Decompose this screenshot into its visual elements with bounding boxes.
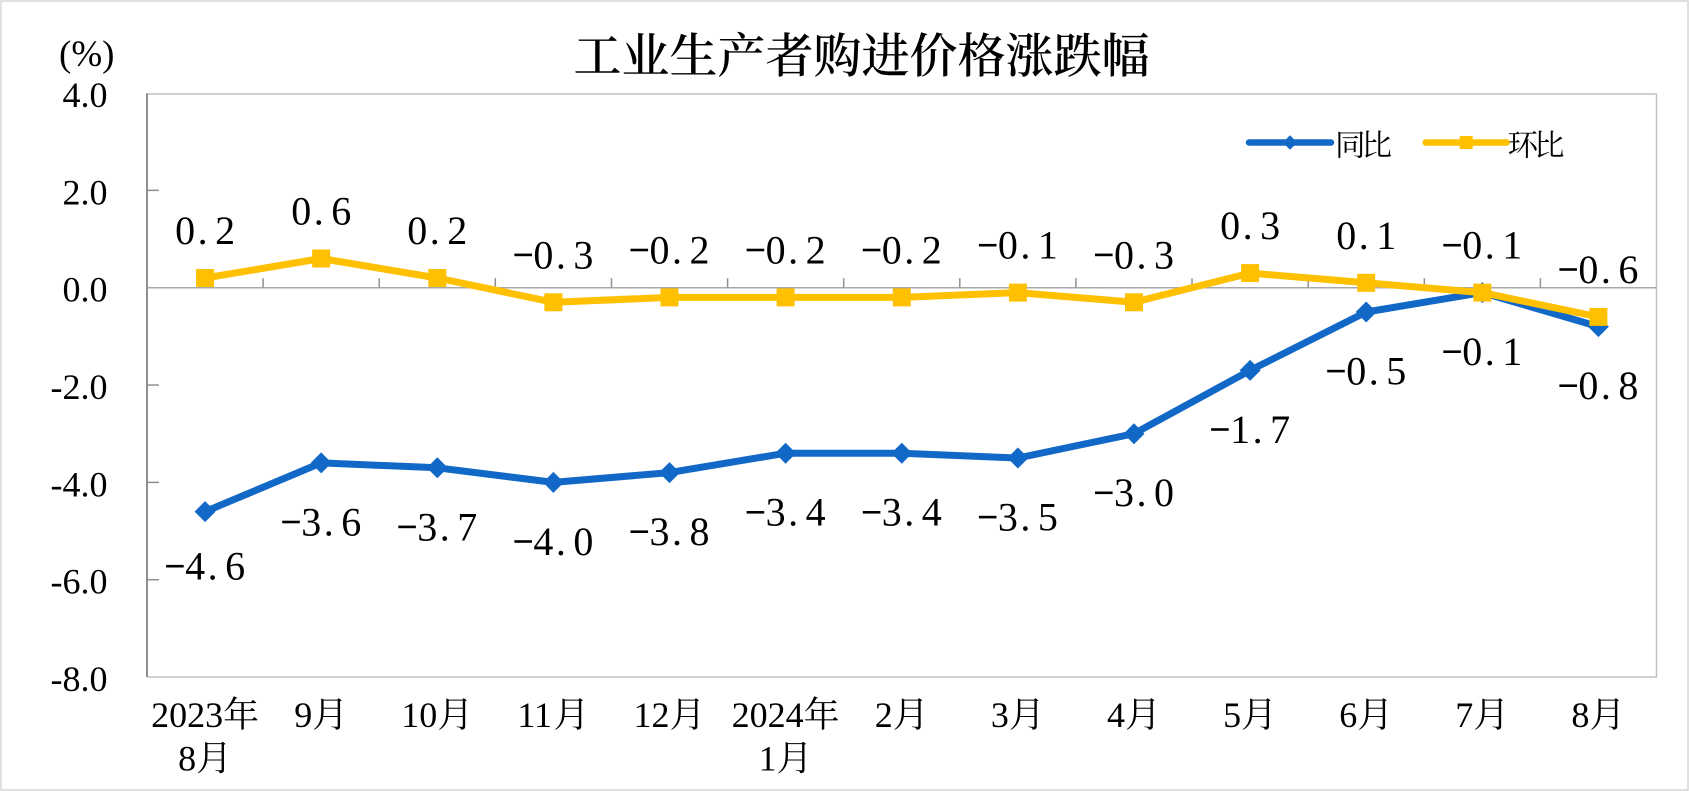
svg-text:0.2: 0.2 (650, 227, 710, 272)
svg-text:0.2: 0.2 (407, 208, 467, 253)
svg-text:0.5: 0.5 (1346, 349, 1406, 394)
svg-text:5: 5 (1223, 695, 1241, 735)
svg-text:0.3: 0.3 (1114, 232, 1174, 277)
svg-text:8: 8 (1571, 695, 1589, 735)
svg-text:0.3: 0.3 (533, 232, 593, 277)
svg-text:0.3: 0.3 (1220, 203, 1280, 248)
svg-text:4.0: 4.0 (63, 75, 108, 115)
svg-text:4.0: 4.0 (533, 519, 593, 564)
svg-text:4: 4 (1107, 695, 1125, 735)
svg-text:0.2: 0.2 (175, 208, 235, 253)
svg-text:3.5: 3.5 (998, 495, 1058, 540)
svg-text:-8.0: -8.0 (51, 659, 108, 699)
svg-text:0.0: 0.0 (63, 270, 108, 310)
svg-text:-2.0: -2.0 (51, 367, 108, 407)
svg-text:0.1: 0.1 (1462, 329, 1522, 374)
svg-text:0.8: 0.8 (1578, 363, 1638, 408)
svg-text:1: 1 (759, 739, 777, 779)
svg-text:3.4: 3.4 (766, 490, 826, 535)
svg-text:8: 8 (178, 739, 196, 779)
svg-text:2: 2 (875, 695, 893, 735)
svg-text:0.1: 0.1 (998, 223, 1058, 268)
svg-text:(%): (%) (59, 34, 114, 75)
svg-text:10: 10 (401, 695, 437, 735)
svg-text:4.6: 4.6 (185, 544, 245, 589)
svg-text:9: 9 (294, 695, 312, 735)
svg-text:3.7: 3.7 (417, 504, 477, 549)
svg-text:3: 3 (991, 695, 1009, 735)
svg-text:6: 6 (1339, 695, 1357, 735)
svg-text:2.0: 2.0 (63, 172, 108, 212)
svg-text:3.0: 3.0 (1114, 470, 1174, 515)
svg-text:11: 11 (517, 695, 552, 735)
svg-text:-4.0: -4.0 (51, 464, 108, 504)
svg-text:0.1: 0.1 (1336, 213, 1396, 258)
svg-text:3.6: 3.6 (301, 499, 361, 544)
svg-text:7: 7 (1455, 695, 1473, 735)
svg-text:2023: 2023 (151, 695, 223, 735)
svg-text:3.8: 3.8 (650, 509, 710, 554)
svg-text:0.2: 0.2 (882, 227, 942, 272)
svg-text:-6.0: -6.0 (51, 562, 108, 602)
svg-text:1.7: 1.7 (1230, 407, 1290, 452)
svg-text:0.6: 0.6 (1578, 247, 1638, 292)
svg-text:12: 12 (634, 695, 670, 735)
svg-text:3.4: 3.4 (882, 490, 942, 535)
svg-text:0.1: 0.1 (1462, 223, 1522, 268)
svg-text:2024: 2024 (732, 695, 804, 735)
svg-text:0.2: 0.2 (766, 227, 826, 272)
svg-text:0.6: 0.6 (291, 189, 351, 234)
